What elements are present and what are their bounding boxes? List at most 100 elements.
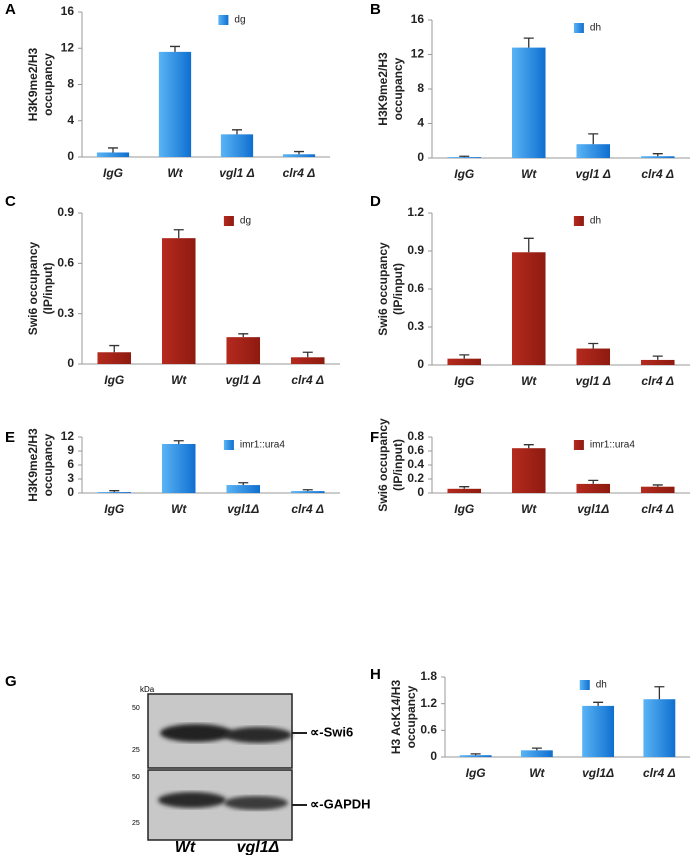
error-bar [294,150,304,155]
error-bar [523,237,534,253]
x-tick-label: Wt [521,374,537,388]
y-tick-label: 0 [67,485,74,499]
legend-label: imr1::ura4 [240,440,285,451]
bar [282,154,316,157]
error-bar [588,479,599,484]
y-tick-label: 4 [417,116,424,130]
y-axis-label: Swi6 occupancy(IP/input) [376,242,405,336]
marker: 25 [132,747,140,754]
y-tick-label: 1.2 [407,205,424,219]
y-tick-label: 1.2 [420,696,437,710]
y-tick-label: 0.6 [407,443,424,457]
y-tick-label: 16 [411,12,425,26]
legend-swatch [218,15,229,25]
x-tick-label: IgG [466,766,486,780]
y-tick-label: 12 [61,40,75,54]
lane-label: vgl1Δ [237,839,280,855]
bar [511,252,546,365]
bar [643,699,676,757]
x-tick-label: Wt [529,766,545,780]
chart-panel: A 0 4 8 12 16 H3K9me2/H3occupancy dg IgG Wt vgl1 Δ… [5,1,330,180]
x-tick-label: vgl1 Δ [226,373,261,387]
band [224,796,288,810]
y-axis-label-line: (IP/input) [391,439,405,491]
bar [511,448,546,493]
row-label: ∝-GAPDH [310,796,371,811]
y-tick-label: 0.9 [407,243,424,257]
y-axis-label-line: Swi6 occupancy [376,242,390,336]
y-tick-label: 6 [67,457,74,471]
error-bar [531,747,542,751]
marker: 50 [132,705,140,712]
y-tick-label: 0.3 [407,319,424,333]
error-bar [173,440,184,444]
error-bar [652,355,663,360]
panel-label: E [5,429,15,446]
error-bar [654,686,665,700]
legend-swatch [573,23,584,33]
error-bar [238,482,249,486]
panel-label: H [370,666,381,683]
bar [161,444,196,493]
error-bar [523,37,534,48]
bar [226,485,261,493]
chart-panel: C 0 0.3 0.6 0.9 Swi6 occupancy(IP/input) dg IgG… [5,193,340,387]
legend-label: dh [590,23,601,34]
x-tick-label: Wt [521,502,537,516]
error-bar [459,155,470,158]
y-axis-label-line: H3K9me2/H3 [376,52,390,126]
chart-panel: D 0 0.3 0.6 0.9 1.2 Swi6 occupancy(IP/input) dh… [370,193,690,388]
y-tick-label: 0 [430,749,437,763]
x-tick-label: IgG [454,167,474,181]
x-tick-label: clr4 Δ [643,766,676,780]
x-tick-label: IgG [103,166,123,180]
bar [96,152,130,157]
bar [290,357,325,364]
band [224,727,292,743]
y-axis-label-line: occupancy [41,433,55,496]
x-tick-label: clr4 Δ [641,502,674,516]
error-bar [523,444,534,449]
y-tick-label: 3 [67,471,74,485]
y-axis-label-line: Swi6 occupancy [376,418,390,512]
error-bar [109,344,120,353]
y-axis-label-line: H3K9me2/H3 [26,47,40,121]
y-tick-label: 0 [67,356,74,370]
x-tick-label: clr4 Δ [641,374,674,388]
error-bar [588,133,599,145]
lane-label: Wt [175,839,196,855]
error-bar [652,153,663,157]
y-axis-label: H3K9me2/H3occupancy [26,428,55,502]
legend-swatch [579,680,590,690]
x-tick-label: vgl1 Δ [576,374,611,388]
bar [640,359,675,365]
x-tick-label: IgG [454,502,474,516]
legend-swatch [223,216,234,226]
x-tick-label: vgl1Δ [582,766,614,780]
y-tick-label: 9 [67,443,74,457]
y-tick-label: 0.8 [407,429,424,443]
y-tick-label: 0.9 [57,205,74,219]
panel-label: F [370,429,379,446]
y-tick-label: 12 [411,47,425,61]
panel-label: C [5,193,16,210]
y-tick-label: 0 [417,485,424,499]
y-tick-label: 1.8 [420,669,437,683]
bar [290,491,325,493]
bar [158,51,192,157]
y-tick-label: 0 [417,150,424,164]
bar [576,348,611,365]
y-axis-label: H3K9me2/H3occupancy [376,52,405,126]
error-bar [108,147,118,153]
x-tick-label: IgG [104,502,124,516]
x-tick-label: Wt [521,167,537,181]
chart-panel: B 0 4 8 12 16 H3K9me2/H3occupancy dh IgG Wt vgl1 Δ… [370,1,690,181]
panel-label: D [370,193,381,210]
bar [97,352,132,364]
bar [582,705,615,757]
bar [226,337,261,364]
x-tick-label: vgl1Δ [227,502,259,516]
